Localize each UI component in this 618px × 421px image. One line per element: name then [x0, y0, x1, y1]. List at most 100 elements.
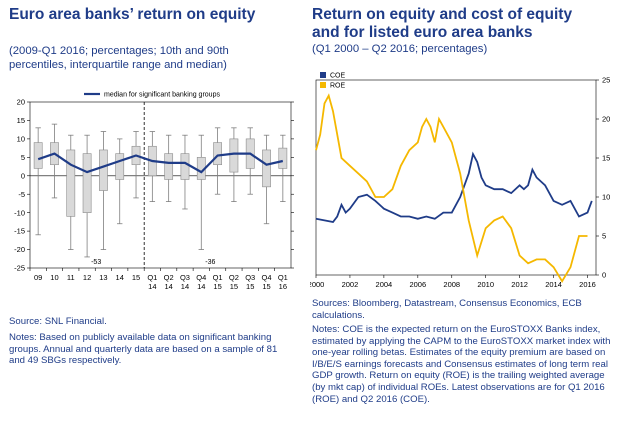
- x-tick-label: 13: [99, 273, 107, 282]
- y-tick-label: -25: [14, 264, 25, 273]
- right-notes-line: one-year rolling betas. Estimates of the…: [312, 347, 606, 359]
- x-tick-label: Q1: [147, 273, 157, 282]
- x-tick-label: 2008: [443, 280, 460, 289]
- iqr-box: [66, 149, 76, 217]
- right-notes-line: GDP growth. Return on equity (ROE) is th…: [312, 370, 605, 382]
- roe-series-line: [315, 93, 588, 283]
- iqr-box: [278, 147, 288, 169]
- x-tick-label: 15: [132, 273, 140, 282]
- right-notes-line: I/B/E/S earnings forecasts and Consensus…: [312, 358, 608, 370]
- y-tick-label: -20: [14, 245, 25, 254]
- y-tick-label: 0: [21, 171, 25, 180]
- iqr-box: [229, 138, 239, 173]
- left-subtitle-line: (2009-Q1 2016; percentages; 10th and 90t…: [9, 45, 229, 57]
- x-tick-label: 14: [164, 282, 172, 291]
- right-notes: Notes: COE is the expected return on the…: [312, 324, 610, 405]
- x-tick-label: 2000: [310, 280, 324, 289]
- coe-legend-label: COE: [330, 73, 346, 80]
- left-panel: Euro area banks’ return on equity (2009-…: [0, 0, 300, 421]
- right-chart-title: Return on equity and cost of equity and …: [312, 6, 572, 42]
- x-tick-label: Q1: [213, 273, 223, 282]
- x-tick-label: 09: [34, 273, 42, 282]
- right-title-line: Return on equity and cost of equity: [312, 6, 573, 23]
- right-notes-line: (by mkt cap) of individual ROEs. Latest …: [312, 381, 605, 393]
- left-chart-subtitle: (2009-Q1 2016; percentages; 10th and 90t…: [9, 44, 229, 72]
- roe-legend-label: ROE: [330, 83, 346, 90]
- x-tick-label: Q2: [229, 273, 239, 282]
- x-tick-label: 2016: [579, 280, 596, 289]
- x-tick-label: 14: [197, 282, 205, 291]
- right-source-line: Sources: Bloomberg, Datastream, Consensu…: [312, 298, 582, 309]
- iqr-box: [99, 149, 108, 191]
- y-tick-label: 5: [602, 232, 606, 241]
- left-source: Source: SNL Financial.: [9, 316, 107, 327]
- left-subtitle-line: percentiles, interquartile range and med…: [9, 59, 227, 71]
- left-chart-title: Euro area banks’ return on equity: [9, 6, 256, 23]
- x-tick-label: 2004: [376, 280, 393, 289]
- x-tick-label: 2006: [409, 280, 426, 289]
- y-tick-label: 15: [602, 154, 610, 163]
- x-tick-label: Q3: [180, 273, 190, 282]
- right-source: Sources: Bloomberg, Datastream, Consensu…: [312, 298, 582, 321]
- right-notes-line: estimated by applying the CAPM to the Eu…: [312, 335, 611, 347]
- x-tick-label: Q2: [164, 273, 174, 282]
- y-tick-label: 5: [21, 153, 25, 162]
- iqr-box: [82, 153, 92, 213]
- left-notes-line: Notes: Based on publicly available data …: [9, 332, 272, 343]
- right-panel: Return on equity and cost of equity and …: [310, 0, 618, 421]
- x-tick-label: 2012: [511, 280, 528, 289]
- x-tick-label: Q1: [278, 273, 288, 282]
- iqr-box: [213, 142, 222, 166]
- y-tick-label: -10: [14, 208, 25, 217]
- iqr-box: [262, 149, 271, 188]
- x-tick-label: 10: [50, 273, 58, 282]
- y-tick-label: 0: [602, 271, 606, 280]
- y-tick-label: 25: [602, 76, 610, 85]
- x-tick-label: 14: [116, 273, 124, 282]
- right-title-line: and for listed euro area banks: [312, 24, 533, 41]
- y-tick-label: 20: [602, 115, 610, 124]
- left-notes-line: groups. Annual and quarterly data are ba…: [9, 343, 278, 355]
- x-tick-label: 2002: [342, 280, 359, 289]
- iqr-box: [164, 153, 174, 180]
- line-chart: 0 5 10 15 20 25 2000 2002 2004 2006 2008 2010 2012 20…: [310, 72, 610, 289]
- x-tick-label: 14: [181, 282, 189, 291]
- plot-frame: [315, 79, 597, 276]
- x-tick-label: 15: [213, 282, 221, 291]
- right-source-line: calculations.: [312, 309, 365, 321]
- x-tick-label: 2010: [477, 280, 494, 289]
- x-tick-label: 14: [148, 282, 156, 291]
- right-notes-line: (ROE) and Q2 2016 (COE).: [312, 393, 430, 405]
- y-tick-label: 10: [602, 193, 610, 202]
- x-tick-label: 11: [67, 273, 75, 282]
- x-tick-label: 2014: [545, 280, 562, 289]
- coe-series-line: [315, 151, 593, 223]
- iqr-box: [115, 153, 125, 180]
- y-tick-label: -5: [18, 190, 25, 199]
- min-value-label: -36: [205, 259, 215, 266]
- left-notes-line: and 49 SBGs respectively.: [9, 355, 122, 367]
- median-line: [37, 152, 284, 174]
- x-tick-label: Q4: [262, 273, 272, 282]
- right-notes-line: Notes: COE is the expected return on the…: [312, 324, 601, 335]
- x-tick-label: 12: [83, 273, 91, 282]
- x-tick-label: 15: [230, 282, 238, 291]
- iqr-box: [180, 153, 190, 180]
- x-tick-label: Q4: [196, 273, 206, 282]
- left-notes: Notes: Based on publicly available data …: [9, 332, 277, 367]
- x-tick-label: 15: [262, 282, 270, 291]
- y-tick-label: 20: [17, 98, 25, 107]
- min-value-label: -53: [91, 259, 101, 266]
- x-tick-label: 15: [246, 282, 254, 291]
- y-tick-label: 15: [17, 116, 25, 125]
- y-tick-label: 10: [17, 134, 25, 143]
- x-tick-label: Q3: [245, 273, 255, 282]
- legend-median-label: median for significant banking groups: [104, 92, 220, 99]
- iqr-box: [33, 142, 43, 169]
- roe-legend-swatch: [320, 82, 326, 88]
- right-chart-subtitle: (Q1 2000 – Q2 2016; percentages): [312, 43, 488, 55]
- coe-legend-swatch: [320, 72, 326, 78]
- x-tick-label: 16: [279, 282, 287, 291]
- y-tick-label: -15: [14, 227, 25, 236]
